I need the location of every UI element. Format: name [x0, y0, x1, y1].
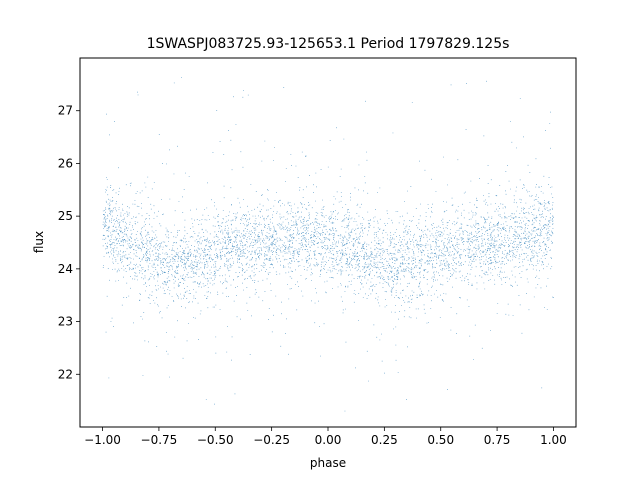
x-tick-label: 0.25 — [371, 433, 398, 447]
y-tick-label: 25 — [58, 209, 73, 223]
x-tick-label: 0.50 — [427, 433, 454, 447]
y-axis-ticks: 22 23 24 25 26 27 — [58, 104, 80, 381]
x-tick-label: −0.75 — [141, 433, 178, 447]
y-tick-label: 26 — [58, 156, 73, 170]
x-tick-label: −0.25 — [253, 433, 290, 447]
y-tick-label: 24 — [58, 262, 73, 276]
x-tick-label: −1.00 — [84, 433, 121, 447]
y-tick-label: 27 — [58, 104, 73, 118]
x-tick-label: −0.50 — [197, 433, 234, 447]
y-axis-label: flux — [32, 231, 46, 253]
x-axis-ticks: −1.00 −0.75 −0.50 −0.25 0.00 0.25 0.50 0.75 1.00 — [84, 427, 567, 447]
x-axis-label: phase — [310, 456, 346, 470]
y-tick-label: 22 — [58, 367, 73, 381]
x-tick-label: 1.00 — [540, 433, 567, 447]
x-tick-label: 0.00 — [315, 433, 342, 447]
chart-title: 1SWASPJ083725.93-125653.1 Period 1797829… — [147, 36, 510, 52]
x-tick-label: 0.75 — [484, 433, 511, 447]
y-tick-label: 23 — [58, 315, 73, 329]
